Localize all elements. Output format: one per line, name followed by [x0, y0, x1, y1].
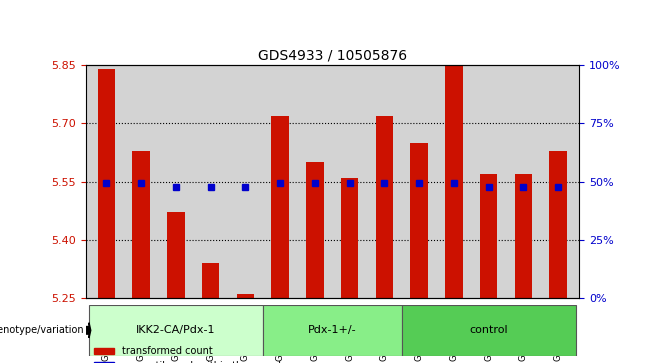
Text: IKK2-CA/Pdx-1: IKK2-CA/Pdx-1	[136, 325, 216, 335]
Bar	[376, 116, 393, 298]
Text: control: control	[469, 325, 508, 335]
Bar	[549, 151, 567, 298]
Bar	[167, 212, 185, 298]
Bar	[411, 143, 428, 298]
Legend: transformed count, percentile rank within the sample: transformed count, percentile rank withi…	[90, 342, 290, 363]
Bar	[97, 69, 115, 298]
Bar	[272, 116, 289, 298]
Text: genotype/variation: genotype/variation	[0, 325, 84, 335]
Text: Pdx-1+/-: Pdx-1+/-	[308, 325, 357, 335]
Bar	[515, 174, 532, 298]
Bar	[263, 305, 402, 356]
Bar	[402, 305, 576, 356]
Bar	[202, 263, 219, 298]
Bar	[237, 294, 254, 298]
Bar	[341, 178, 359, 298]
Bar	[89, 305, 263, 356]
Bar	[445, 65, 463, 298]
Bar	[480, 174, 497, 298]
FancyArrow shape	[86, 323, 91, 338]
Bar	[306, 162, 324, 298]
Title: GDS4933 / 10505876: GDS4933 / 10505876	[258, 49, 407, 63]
Bar	[132, 151, 150, 298]
